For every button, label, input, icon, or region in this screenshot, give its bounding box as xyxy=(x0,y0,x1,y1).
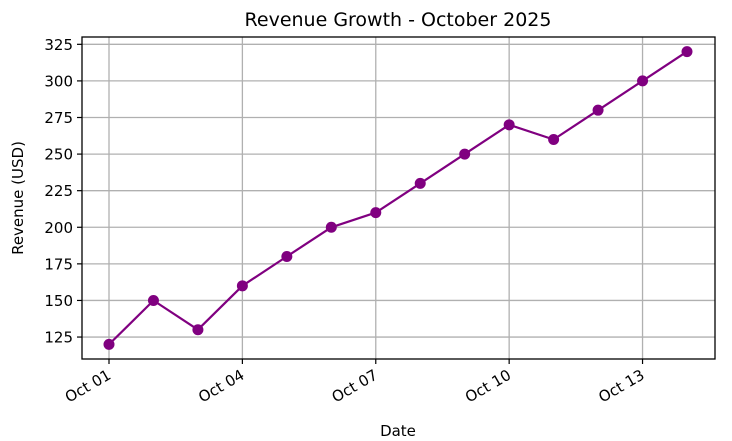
y-tick-label: 200 xyxy=(44,219,73,237)
y-axis: 125 150 175 200 225 250 275 300 325 xyxy=(44,36,82,347)
data-point xyxy=(592,104,604,116)
data-point xyxy=(459,148,471,160)
y-tick-label: 325 xyxy=(44,36,73,54)
data-point xyxy=(192,324,204,336)
y-tick-label: 275 xyxy=(44,109,73,127)
data-point xyxy=(325,221,337,233)
x-tick-label: Oct 10 xyxy=(462,366,514,406)
y-tick-label: 175 xyxy=(44,255,73,273)
data-point xyxy=(147,294,159,306)
data-point xyxy=(681,46,693,58)
series-layer xyxy=(103,46,693,350)
x-axis: Oct 01 Oct 04 Oct 07 Oct 10 Oct 13 xyxy=(62,359,648,406)
data-point xyxy=(503,119,515,131)
data-point xyxy=(236,280,248,292)
plot-frame xyxy=(81,36,716,360)
x-tick-label: Oct 04 xyxy=(195,366,247,406)
data-point xyxy=(370,207,382,219)
data-point xyxy=(281,251,293,263)
x-tick-label: Oct 13 xyxy=(595,366,647,406)
series-line xyxy=(108,50,688,346)
x-tick-label: Oct 07 xyxy=(329,366,381,406)
y-tick-label: 125 xyxy=(44,329,73,347)
data-point xyxy=(637,75,649,87)
y-tick-label: 300 xyxy=(44,72,73,90)
y-axis-label: Revenue (USD) xyxy=(9,141,27,255)
grid xyxy=(82,37,715,359)
x-tick-label: Oct 01 xyxy=(62,366,114,406)
chart-title: Revenue Growth - October 2025 xyxy=(245,9,552,31)
x-axis-label: Date xyxy=(380,422,416,440)
data-point xyxy=(414,177,426,189)
data-point xyxy=(103,338,115,350)
y-tick-label: 225 xyxy=(44,182,73,200)
y-tick-label: 150 xyxy=(44,292,73,310)
data-point xyxy=(548,133,560,145)
y-tick-label: 250 xyxy=(44,146,73,164)
